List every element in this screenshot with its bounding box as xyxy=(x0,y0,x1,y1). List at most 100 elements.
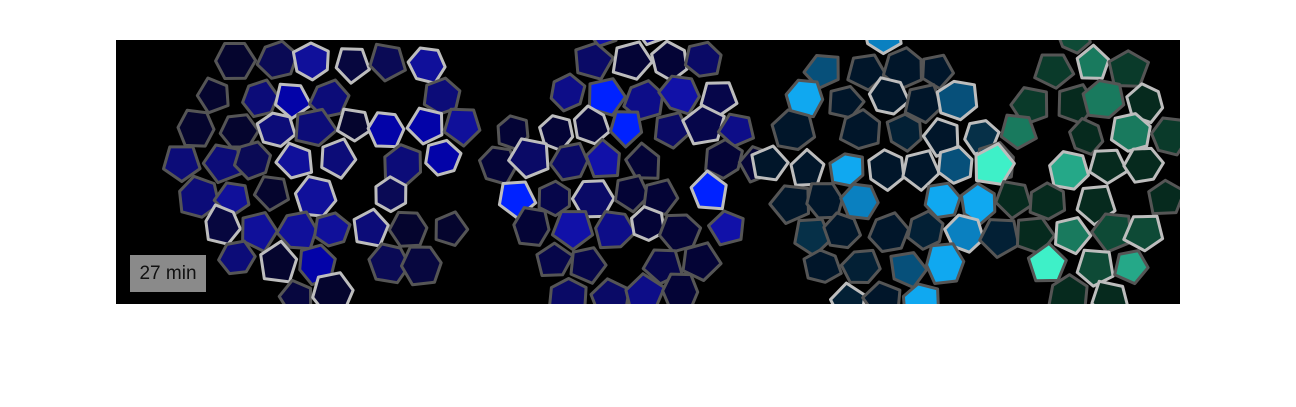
cell xyxy=(584,138,621,179)
cell xyxy=(574,41,615,81)
cell xyxy=(1150,116,1180,157)
cell xyxy=(828,152,865,188)
cell xyxy=(1075,43,1111,80)
cell xyxy=(512,206,551,247)
cell xyxy=(366,111,406,149)
cell xyxy=(387,210,429,248)
cell xyxy=(901,282,940,304)
cell xyxy=(241,211,279,254)
cell xyxy=(537,179,571,218)
cell xyxy=(1147,178,1180,216)
cell xyxy=(642,178,680,216)
cell xyxy=(352,207,390,248)
cell xyxy=(320,137,358,180)
cell xyxy=(1047,273,1089,304)
cell xyxy=(1068,117,1105,156)
cell xyxy=(1028,181,1067,221)
cell xyxy=(294,107,339,147)
cell xyxy=(906,209,945,251)
cell xyxy=(259,239,299,284)
cell xyxy=(478,145,518,186)
cell xyxy=(1081,79,1126,119)
cell xyxy=(589,277,631,304)
cell xyxy=(442,107,482,148)
cell xyxy=(657,74,701,116)
cell xyxy=(839,248,882,284)
cell xyxy=(1107,49,1150,88)
cell xyxy=(424,138,463,177)
cell xyxy=(233,140,272,181)
cell xyxy=(978,218,1021,259)
cell xyxy=(750,144,790,182)
cell xyxy=(716,112,755,148)
cell xyxy=(885,112,923,153)
cell xyxy=(277,278,313,304)
cell xyxy=(550,210,595,252)
cell xyxy=(681,241,723,282)
cell xyxy=(311,271,355,304)
cell xyxy=(784,78,825,119)
cell xyxy=(943,213,986,254)
cell xyxy=(867,76,911,116)
cell xyxy=(195,76,230,115)
cell xyxy=(214,42,258,80)
cell xyxy=(594,210,637,250)
cell xyxy=(889,251,929,289)
cell xyxy=(838,108,882,151)
cell xyxy=(1090,212,1133,254)
cell xyxy=(935,79,979,122)
cell xyxy=(569,246,608,285)
cell xyxy=(921,53,955,91)
cell xyxy=(217,239,257,276)
cell xyxy=(770,108,817,151)
cell xyxy=(178,174,221,219)
cell xyxy=(405,106,444,146)
cell xyxy=(641,40,664,47)
cell xyxy=(699,81,739,118)
cell xyxy=(255,111,297,148)
time-label: 27 min xyxy=(139,263,196,284)
cell xyxy=(1054,216,1093,256)
cell xyxy=(1090,279,1129,304)
cell xyxy=(1122,214,1165,253)
cell xyxy=(274,141,314,180)
cell xyxy=(1048,150,1090,191)
cell xyxy=(683,40,723,78)
cell xyxy=(861,280,902,304)
cell xyxy=(613,174,651,214)
cell xyxy=(829,281,867,304)
cell xyxy=(1113,249,1150,286)
cell xyxy=(1026,241,1068,283)
cell xyxy=(994,180,1033,220)
cell xyxy=(999,113,1038,151)
cell xyxy=(549,72,587,113)
cell xyxy=(624,141,661,180)
cell xyxy=(1075,248,1115,288)
cell xyxy=(334,47,371,85)
cell xyxy=(609,110,644,149)
cell xyxy=(974,142,1016,186)
cell xyxy=(1033,53,1076,90)
cell xyxy=(624,272,666,304)
cell xyxy=(1122,146,1165,184)
cell xyxy=(1088,148,1129,185)
cell xyxy=(368,42,407,83)
cell xyxy=(400,245,443,287)
cell xyxy=(1058,40,1092,55)
cell xyxy=(653,111,691,150)
cell xyxy=(374,175,408,214)
cell xyxy=(923,181,962,219)
cell xyxy=(176,108,216,148)
cell xyxy=(572,104,611,146)
time-label-box xyxy=(130,255,206,292)
cell xyxy=(839,182,880,221)
cell xyxy=(507,137,550,180)
cell xyxy=(689,169,728,211)
cell xyxy=(846,53,888,92)
cell xyxy=(661,272,700,304)
cell xyxy=(925,242,966,285)
cell xyxy=(548,141,590,182)
cell xyxy=(162,145,202,183)
cell xyxy=(901,149,941,192)
cell xyxy=(622,79,665,122)
